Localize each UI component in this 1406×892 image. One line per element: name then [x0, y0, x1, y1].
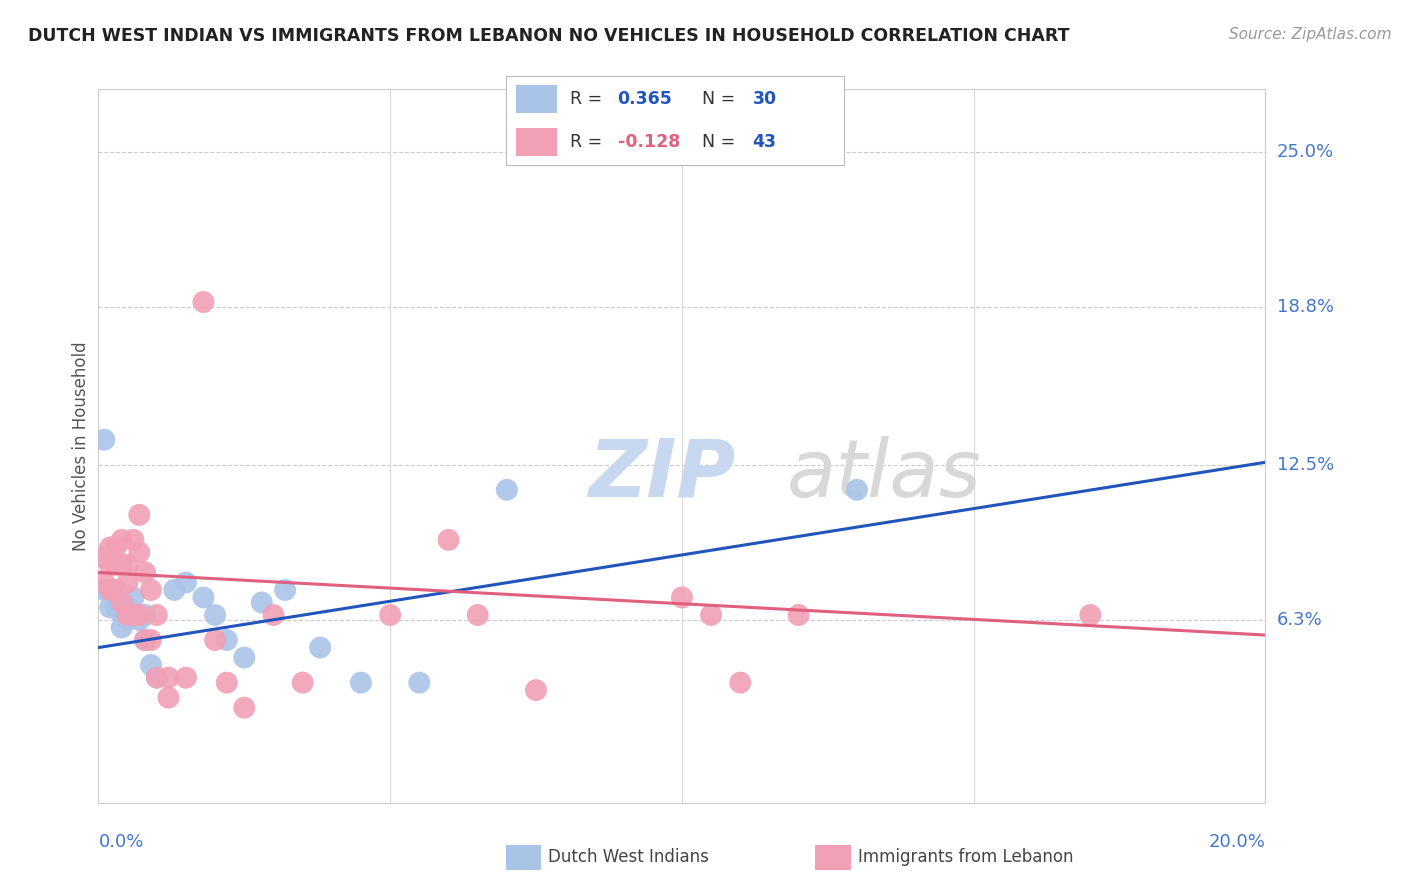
Point: [274, 582, 297, 597]
Text: 30: 30: [752, 90, 776, 108]
Point: [174, 575, 197, 590]
Point: [467, 607, 489, 622]
Point: [437, 533, 460, 547]
Text: R =: R =: [571, 133, 607, 151]
Point: [117, 600, 139, 615]
Point: [128, 613, 150, 627]
Point: [104, 582, 127, 597]
Point: [157, 671, 180, 685]
Text: 43: 43: [752, 133, 776, 151]
Point: [93, 433, 115, 447]
Point: [139, 658, 162, 673]
Text: 20.0%: 20.0%: [1209, 833, 1265, 851]
Point: [157, 690, 180, 705]
Point: [524, 683, 547, 698]
Point: [93, 550, 115, 565]
Point: [174, 671, 197, 685]
Point: [122, 607, 145, 622]
Point: [215, 675, 238, 690]
Point: [146, 671, 169, 685]
Text: Dutch West Indians: Dutch West Indians: [548, 848, 709, 866]
Point: [104, 600, 127, 615]
Point: [291, 675, 314, 690]
Text: Source: ZipAtlas.com: Source: ZipAtlas.com: [1229, 27, 1392, 42]
Text: Immigrants from Lebanon: Immigrants from Lebanon: [858, 848, 1073, 866]
Text: 25.0%: 25.0%: [1277, 143, 1334, 161]
Point: [233, 650, 256, 665]
Point: [193, 295, 215, 310]
Point: [117, 558, 139, 572]
Point: [139, 633, 162, 648]
Point: [122, 533, 145, 547]
Point: [193, 591, 215, 605]
Text: atlas: atlas: [787, 435, 981, 514]
Point: [111, 607, 134, 622]
Point: [134, 566, 156, 580]
Point: [495, 483, 517, 497]
Point: [139, 582, 162, 597]
Text: ZIP: ZIP: [589, 435, 735, 514]
Point: [262, 607, 284, 622]
Point: [98, 582, 121, 597]
Point: [98, 550, 121, 565]
Point: [93, 575, 115, 590]
Text: -0.128: -0.128: [617, 133, 681, 151]
Text: 0.0%: 0.0%: [98, 833, 143, 851]
Point: [134, 607, 156, 622]
Point: [122, 591, 145, 605]
Point: [728, 675, 751, 690]
Point: [117, 613, 139, 627]
Point: [1080, 607, 1102, 622]
Point: [378, 607, 402, 622]
Bar: [516, 85, 557, 113]
Point: [215, 633, 238, 648]
Point: [98, 558, 121, 572]
Point: [700, 607, 723, 622]
Point: [111, 621, 134, 635]
Point: [128, 607, 150, 622]
Point: [250, 595, 273, 609]
Point: [117, 607, 139, 622]
Point: [104, 541, 127, 555]
Text: R =: R =: [571, 90, 607, 108]
Y-axis label: No Vehicles in Household: No Vehicles in Household: [72, 341, 90, 551]
Point: [204, 633, 226, 648]
Bar: [516, 128, 557, 156]
Point: [98, 600, 121, 615]
Text: 18.8%: 18.8%: [1277, 298, 1333, 316]
Point: [671, 591, 693, 605]
Text: N =: N =: [702, 133, 741, 151]
Point: [128, 508, 150, 522]
Point: [350, 675, 373, 690]
Point: [122, 607, 145, 622]
Point: [146, 607, 169, 622]
Text: 12.5%: 12.5%: [1277, 456, 1334, 474]
Point: [309, 640, 332, 655]
Text: 6.3%: 6.3%: [1277, 611, 1322, 629]
Point: [146, 671, 169, 685]
Point: [111, 533, 134, 547]
Text: DUTCH WEST INDIAN VS IMMIGRANTS FROM LEBANON NO VEHICLES IN HOUSEHOLD CORRELATIO: DUTCH WEST INDIAN VS IMMIGRANTS FROM LEB…: [28, 27, 1070, 45]
Point: [204, 607, 226, 622]
Point: [134, 633, 156, 648]
Point: [104, 582, 127, 597]
Text: 0.365: 0.365: [617, 90, 672, 108]
Point: [787, 607, 810, 622]
Point: [104, 558, 127, 572]
Point: [98, 541, 121, 555]
Point: [93, 582, 115, 597]
Point: [163, 582, 186, 597]
Point: [128, 545, 150, 559]
Point: [111, 595, 134, 609]
Point: [134, 633, 156, 648]
Point: [233, 700, 256, 714]
Point: [845, 483, 868, 497]
Point: [117, 575, 139, 590]
Point: [408, 675, 430, 690]
Point: [111, 558, 134, 572]
Text: N =: N =: [702, 90, 741, 108]
